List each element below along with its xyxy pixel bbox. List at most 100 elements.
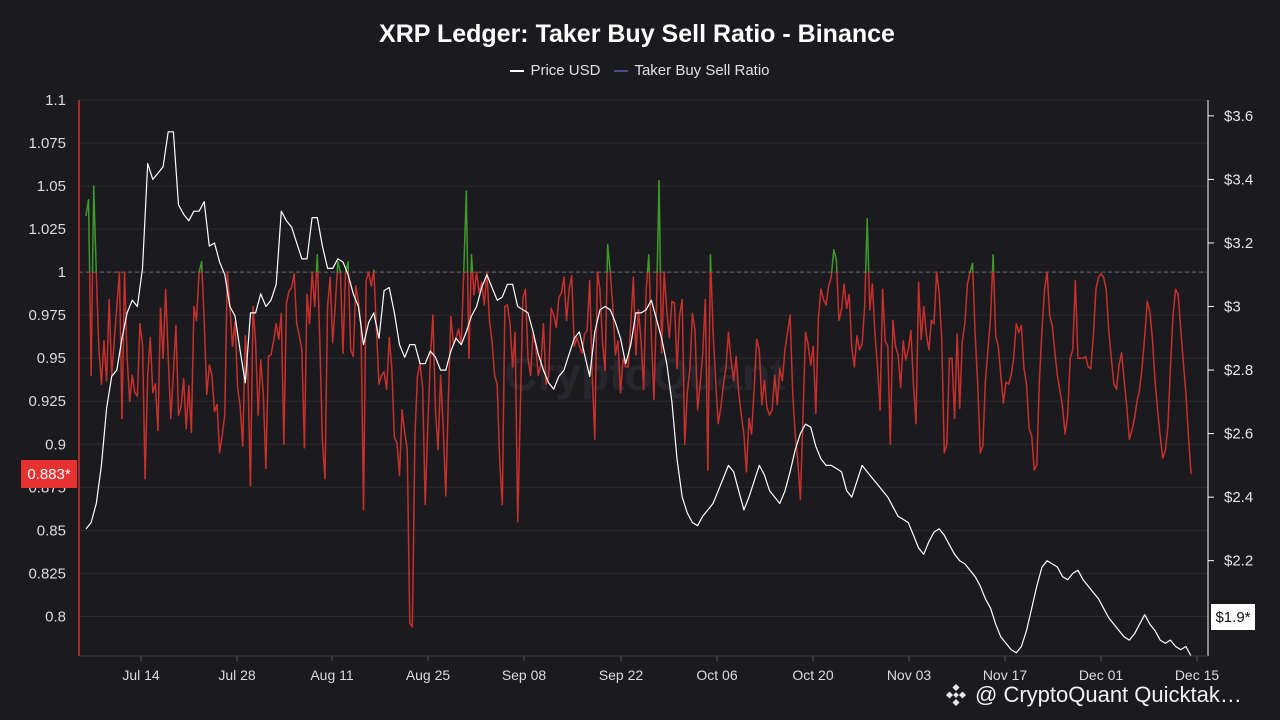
ratio-line-segment xyxy=(866,218,870,273)
ratio-line-segment xyxy=(573,336,578,347)
ratio-line-segment xyxy=(419,362,424,389)
ratio-line-segment xyxy=(1033,464,1038,471)
ratio-line-segment xyxy=(673,302,678,370)
ratio-line-segment xyxy=(1030,434,1035,471)
ratio-line-segment xyxy=(378,374,383,385)
ratio-line-segment xyxy=(658,180,662,273)
ratio-line-segment xyxy=(519,297,524,411)
ratio-line-segment xyxy=(391,367,396,439)
ratio-line-segment xyxy=(1102,276,1107,291)
ratio-line-segment xyxy=(1090,335,1095,370)
ratio-line-segment xyxy=(1151,338,1156,382)
ratio-line-segment xyxy=(648,271,653,337)
ratio-line-segment xyxy=(139,323,144,346)
ratio-line-segment xyxy=(946,357,951,446)
ratio-line-segment xyxy=(699,352,704,385)
ratio-line-segment xyxy=(938,292,943,341)
ratio-line-segment xyxy=(1115,364,1120,390)
left-tick-label: 1.025 xyxy=(28,221,66,238)
ratio-line-segment xyxy=(427,357,432,428)
ratio-line-segment xyxy=(730,359,735,382)
ratio-line-segment xyxy=(956,333,961,409)
ratio-line-segment xyxy=(1000,374,1005,404)
ratio-line-segment xyxy=(755,338,761,351)
ratio-line-segment xyxy=(735,355,740,394)
ratio-line-segment xyxy=(1169,314,1174,368)
ratio-line-segment xyxy=(902,340,907,361)
ratio-line-segment xyxy=(905,348,910,361)
legend-swatch-price xyxy=(510,69,525,72)
ratio-line-segment xyxy=(836,271,840,322)
price-current-badge: $1.9* xyxy=(1211,604,1255,630)
ratio-line-segment xyxy=(537,364,542,377)
ratio-line-segment xyxy=(958,340,964,409)
ratio-line-segment xyxy=(979,445,984,454)
ratio-line-segment xyxy=(920,305,925,341)
ratio-line-segment xyxy=(1123,379,1128,408)
ratio-line-segment xyxy=(622,357,627,368)
ratio-line-segment xyxy=(1185,391,1190,437)
ratio-line-segment xyxy=(411,434,416,628)
ratio-line-segment xyxy=(694,329,699,411)
ratio-line-segment xyxy=(719,384,725,409)
ratio-line-segment xyxy=(406,448,411,625)
ratio-line-segment xyxy=(177,405,182,416)
ratio-line-segment xyxy=(126,357,131,402)
ratio-line-segment xyxy=(1143,300,1149,337)
x-tick-label: Nov 17 xyxy=(983,667,1028,683)
ratio-line-segment xyxy=(1128,429,1133,440)
ratio-line-segment xyxy=(488,319,493,342)
ratio-line-segment xyxy=(632,276,637,356)
ratio-line-segment xyxy=(324,305,329,480)
ratio-line-segment xyxy=(496,383,501,463)
ratio-line-segment xyxy=(1074,279,1079,359)
ratio-line-segment xyxy=(1179,328,1185,363)
ratio-line-segment xyxy=(874,331,879,368)
ratio-line-segment xyxy=(421,386,426,506)
ratio-line-segment xyxy=(398,409,403,477)
ratio-line-segment xyxy=(753,338,758,390)
ratio-line-segment xyxy=(1066,357,1071,416)
ratio-line-segment xyxy=(807,343,812,366)
x-tick-label: Aug 11 xyxy=(310,667,354,683)
right-tick-label: $3 xyxy=(1224,299,1241,316)
ratio-line-segment xyxy=(604,271,608,372)
ratio-line-segment xyxy=(375,326,380,385)
ratio-line-segment xyxy=(861,305,866,346)
ratio-line-segment xyxy=(90,271,94,377)
ratio-line-segment xyxy=(144,374,149,480)
ratio-line-segment xyxy=(1120,352,1125,382)
ratio-line-segment xyxy=(236,386,241,408)
ratio-line-segment xyxy=(259,359,265,396)
ratio-line-segment xyxy=(1010,357,1015,377)
ratio-line-segment xyxy=(1159,434,1164,459)
ratio-line-segment xyxy=(879,288,884,411)
ratio-line-segment xyxy=(1149,310,1154,341)
ratio-line-segment xyxy=(789,314,794,394)
ratio-line-segment xyxy=(347,271,352,351)
ratio-line-segment xyxy=(773,374,779,406)
ratio-line-segment xyxy=(717,407,722,425)
ratio-line-segment xyxy=(141,343,146,480)
ratio-line-segment xyxy=(989,271,994,318)
ratio-line-segment xyxy=(766,407,771,416)
legend-swatch-ratio xyxy=(614,69,629,72)
ratio-line-segment xyxy=(550,307,555,316)
right-tick-label: $2.2 xyxy=(1224,553,1253,570)
legend-item-ratio[interactable]: Taker Buy Sell Ratio xyxy=(614,62,770,79)
ratio-line-segment xyxy=(871,283,876,334)
ratio-line-segment xyxy=(501,305,506,506)
ratio-line-segment xyxy=(804,331,809,346)
ratio-line-segment xyxy=(216,403,221,454)
legend-label-price: Price USD xyxy=(530,62,601,79)
ratio-line-segment xyxy=(563,276,568,322)
ratio-line-segment xyxy=(1020,324,1025,370)
ratio-line-segment xyxy=(992,271,997,337)
price-line xyxy=(85,131,1192,657)
legend-item-price[interactable]: Price USD xyxy=(510,62,600,79)
ratio-line-segment xyxy=(149,336,154,394)
ratio-line-segment xyxy=(506,304,511,325)
ratio-line-segment xyxy=(100,340,105,385)
ratio-line-segment xyxy=(627,323,632,368)
